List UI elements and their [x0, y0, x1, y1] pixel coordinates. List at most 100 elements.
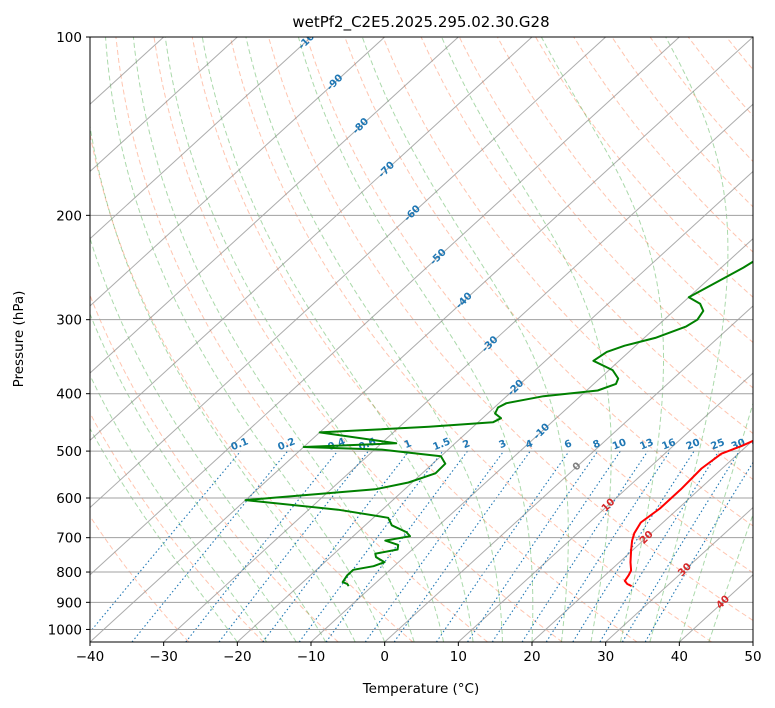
mixing-ratio-line [467, 450, 599, 642]
mixing-ratio-label: 1 [403, 438, 414, 451]
mixing-ratio-label: 2 [461, 438, 472, 451]
y-tick-label: 800 [56, 565, 82, 581]
mixing-ratio-line [90, 450, 242, 633]
y-tick-label: 100 [56, 30, 82, 46]
moist-adiabat [245, 37, 503, 642]
mixing-ratio-line [572, 450, 695, 642]
x-tick-label: −20 [223, 649, 252, 665]
mixing-ratio-label: 20 [685, 437, 702, 452]
isotherm-line [90, 37, 753, 642]
mixing-ratio-line [218, 450, 369, 642]
moist-adiabat [105, 37, 386, 642]
moist-adiabat [90, 236, 327, 642]
x-tick-label: 0 [380, 649, 389, 665]
dry-adiabat [115, 37, 488, 642]
x-tick-label: −30 [149, 649, 178, 665]
isotherm-line [605, 506, 753, 642]
isotherm-line [90, 37, 680, 576]
mixing-ratio-line [521, 450, 649, 642]
moist-adiabat [90, 312, 297, 642]
x-axis-ticks: −40 −30 −20 −10 0 10 20 30 40 50 [76, 642, 762, 665]
isotherm-line [90, 37, 533, 442]
moist-adiabat [649, 37, 729, 642]
moist-adiabat [361, 37, 569, 642]
mixing-ratio-label: 4 [524, 438, 535, 451]
y-tick-label: 600 [56, 491, 82, 507]
mixing-ratio-label: 6 [563, 438, 574, 451]
moist-adiabat [708, 513, 753, 642]
mixing-ratio-line [131, 450, 289, 642]
mixing-ratio-line [599, 450, 720, 642]
isotherm-line [90, 37, 386, 307]
dry-adiabat [573, 37, 753, 253]
pressure-gridlines [90, 37, 753, 630]
moist-adiabat [90, 374, 268, 642]
x-tick-label: 30 [597, 649, 614, 665]
y-tick-label: 400 [56, 387, 82, 403]
isotherm-line [531, 439, 753, 642]
mixing-ratio-line [262, 450, 410, 642]
isotherm-line [384, 305, 753, 642]
isotherm-line [752, 641, 753, 642]
isotherm-line [90, 37, 312, 240]
dry-adiabat [268, 37, 753, 622]
mixing-ratio-label: 36 [751, 437, 768, 452]
mixing-ratio-label: 13 [638, 437, 655, 452]
mixing-ratio-line [393, 450, 531, 642]
mixing-ratio-line [364, 450, 505, 642]
dry-adiabat [765, 37, 775, 642]
x-tick-label: 10 [450, 649, 467, 665]
mixing-ratio-line [325, 450, 468, 642]
isotherm-line [457, 372, 753, 642]
moist-adiabat [201, 37, 474, 642]
mixing-ratio-label: 10 [611, 437, 628, 452]
y-tick-label: 700 [56, 531, 82, 547]
mixing-ratio-label: 16 [660, 437, 677, 452]
contour-labels: 0.1 0.2 0.4 0.6 1 1.5 2 3 4 6 8 10 13 16 20 25 30 36-100-… [230, 37, 768, 611]
x-tick-label: −10 [297, 649, 326, 665]
background-lines [90, 37, 775, 642]
dry-adiabat [420, 37, 753, 435]
dry-adiabat [344, 37, 753, 527]
y-tick-label: 500 [56, 444, 82, 460]
mixing-ratio-label: 25 [709, 437, 726, 452]
moist-adiabat [540, 37, 664, 642]
dewpoint-line [244, 260, 753, 587]
mixing-ratio-line [545, 450, 671, 642]
isotherm-line [163, 103, 753, 642]
isotherm-line [90, 37, 607, 509]
x-tick-label: 40 [671, 649, 688, 665]
plot-frame [89, 36, 754, 643]
y-tick-label: 200 [56, 208, 82, 224]
dry-adiabat [687, 37, 753, 117]
y-axis-label: Pressure (hPa) [11, 291, 27, 388]
profile-lines [244, 260, 753, 587]
moist-adiabat [132, 37, 415, 642]
mixing-ratio-label: 3 [498, 438, 509, 451]
moist-adiabat [164, 37, 445, 642]
isotherm-line [90, 37, 238, 173]
y-tick-label: 900 [56, 595, 82, 611]
mixing-ratio-line [435, 450, 570, 642]
isotherm-line [90, 37, 459, 374]
mixing-ratio-line [621, 450, 740, 642]
isotherm-line [236, 170, 753, 642]
mixing-ratio-label: 8 [592, 438, 603, 451]
y-tick-label: 300 [56, 313, 82, 329]
mixing-ratio-line [491, 450, 621, 642]
moist-adiabat [90, 123, 356, 642]
x-tick-label: 50 [744, 649, 761, 665]
dry-adiabat [90, 412, 264, 642]
temperature-line [623, 439, 753, 587]
dry-adiabat [191, 37, 638, 642]
chart-title: wetPf2_C2E5.2025.295.02.30.G28 [292, 13, 549, 32]
x-tick-label: 20 [523, 649, 540, 665]
x-axis-label: Temperature (°C) [362, 681, 480, 697]
x-tick-label: −40 [76, 649, 105, 665]
dry-adiabat [611, 37, 753, 208]
mixing-ratio-line [298, 450, 444, 642]
y-axis-ticks: 100 200 300 400 500 600 700 800 900 1000 [48, 30, 90, 638]
dry-adiabat [306, 37, 753, 574]
dry-adiabat [535, 37, 753, 298]
dry-adiabat [726, 37, 753, 71]
